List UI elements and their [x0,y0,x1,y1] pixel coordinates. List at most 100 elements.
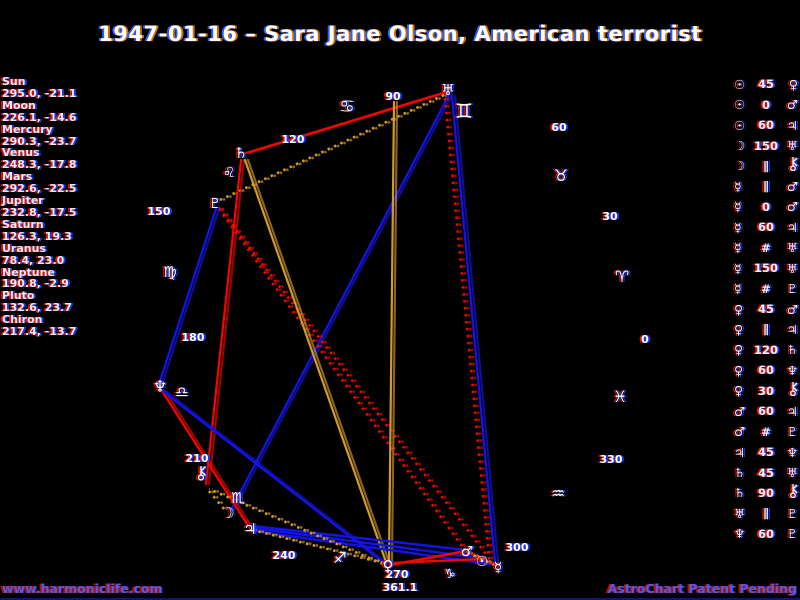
aspect-line-ghost-mercury-contra-pluto [220,207,498,564]
mercury-glyph: ☿ [734,260,742,276]
planet-row: Pluto 132.6, 23.7 [2,290,77,314]
aspect-value: 60 [757,526,774,541]
jupiter-glyph: ♃ [786,321,798,337]
sun-planet-glyph-ghost: ☉ [474,554,487,570]
degree-label-300-ghost: 300 [504,541,527,554]
leo-sign-glyph-ghost: ♌ [225,165,238,181]
uranus-planet-glyph-ghost: ♅ [439,81,452,99]
pluto-planet-glyph: ♇ [209,196,222,212]
mercury-planet-glyph-ghost: ☿ [496,560,505,576]
degree-label-240-ghost: 240 [271,549,294,562]
aspect-value: 60 [757,363,774,378]
mars-glyph: ♂ [734,403,746,419]
mercury-planet-glyph-ghost: ☿ [492,560,501,576]
taurus-sign-glyph-ghost: ♉ [556,166,570,185]
aries-sign-glyph-ghost: ♈ [613,267,627,286]
aspect-row: ☿ 150 ♅ [734,258,798,278]
mercury-glyph: ☿ [734,199,742,215]
pluto-glyph: ♇ [786,281,798,297]
pluto-planet-glyph-ghost: ♇ [207,196,220,212]
planet-coordinates: 292.6, -22.5 [2,182,77,196]
degree-label-90-ghost: 90 [383,90,399,103]
planet-name: Uranus [2,241,46,255]
aspect-row: ♂ # ♇ [734,421,798,441]
planet-name: Jupiter [2,194,44,208]
moon-planet-glyph-ghost: ☽ [223,504,236,522]
chiron-icon [790,382,798,397]
planet-row: Neptune 190.8, -2.9 [2,266,77,291]
website-link[interactable]: www.harmoniclife.com [2,581,163,596]
planet-coordinates: 290.3, -23.7 [2,134,77,148]
planet-coordinates: 232.8, -17.5 [2,205,77,219]
chiron-glyph [782,484,798,501]
capricorn-sign-glyph-ghost: ♑ [442,567,454,582]
aspect-row: ♂ 60 ♃ [734,401,798,421]
venus-glyph: ♀ [734,342,744,358]
aspect-line-venus-45-mars [388,549,467,567]
chiron-planet-glyph [197,466,206,481]
neptune-glyph: ♆ [734,526,746,542]
degree-label-0-ghost: 0 [639,333,647,346]
aspect-value: 45 [757,302,774,317]
sagittarius-sign-glyph: ♐ [333,549,346,567]
pluto-planet-glyph-ghost: ♇ [211,196,224,212]
uranus-glyph: ♅ [786,138,798,154]
uranus-planet-glyph-ghost: ♅ [443,81,456,99]
mars-glyph: ♂ [786,178,798,194]
aspect-value: # [761,424,771,439]
aspect-value: ∥ [763,322,769,337]
planet-row: Chiron 217.4, -13.7 [2,314,77,338]
saturn-planet-glyph: ♄ [234,144,247,162]
aspect-line-mars-60-jupiter [250,524,467,552]
libra-sign-glyph: ♎ [175,383,188,401]
degree-label-210: 210 [186,452,209,465]
aspect-value: 150 [753,261,778,276]
pluto-glyph: ♇ [786,526,798,542]
aspect-line-moon-150-uranus [229,93,451,512]
pluto-glyph: ♇ [786,424,798,440]
planet-coordinates: 217.4, -13.7 [2,325,77,339]
aspect-value: 30 [757,383,774,398]
aspect-line-ghost-jupiter-45-neptune [163,389,252,526]
aspect-row: ☿ # ♅ [734,238,798,258]
aspect-row: ☿ 60 ♃ [734,217,798,237]
mars-planet-glyph: ♂ [461,544,474,560]
virgo-sign-glyph: ♍ [163,263,176,281]
aspect-row: ♄ 90 [734,483,798,503]
aspect-value: 60 [757,118,774,133]
aspect-row: ♅ ∥ ♇ [734,503,798,523]
mercury-glyph: ☿ [734,240,742,256]
degree-label-180-ghost: 180 [180,331,203,344]
mars-glyph: ♂ [786,97,798,113]
pisces-sign-glyph-ghost: ♓ [615,387,629,406]
aquarius-sign-glyph: ♒ [551,484,565,503]
aries-sign-glyph: ♈ [615,267,629,286]
planet-name: Chiron [2,313,43,327]
degree-label-270-ghost: 270 [388,568,411,581]
saturn-glyph: ♄ [734,485,746,501]
saturn-planet-glyph-ghost: ♄ [236,144,249,162]
aspect-line-ghost-venus-120-saturn [246,158,391,564]
aspect-line-mercury-contra-pluto [217,207,495,564]
neptune-planet-glyph-ghost: ♆ [155,377,169,396]
degree-label-361.1-ghost: 361.1 [381,581,416,594]
uranus-glyph: ♅ [786,240,798,256]
aspect-value: 45 [757,77,774,92]
neptune-glyph: ♆ [786,362,798,378]
aspect-value: 90 [757,485,774,500]
degree-label-60: 60 [551,121,567,134]
planet-row: Sun 295.0, -21.1 [2,76,77,100]
planet-name: Moon [2,98,36,112]
aspect-value: 0 [761,97,770,112]
aspect-line-ghost-venus-axis-line [390,100,399,564]
degree-label-240-ghost: 240 [275,549,298,562]
aspect-value: ∥ [763,179,769,194]
mercury-glyph: ☿ [734,281,742,297]
aspect-row: ♀ 60 ♆ [734,360,798,380]
chiron-glyph [782,157,798,174]
aspect-line-mercury-parallel-mars [465,550,496,567]
aspect-line-mercury-150-uranus [450,94,497,564]
degree-label-361.1: 361.1 [383,581,418,594]
planet-name: Saturn [2,217,44,231]
aspect-line-neptune-60-pluto [158,207,218,383]
